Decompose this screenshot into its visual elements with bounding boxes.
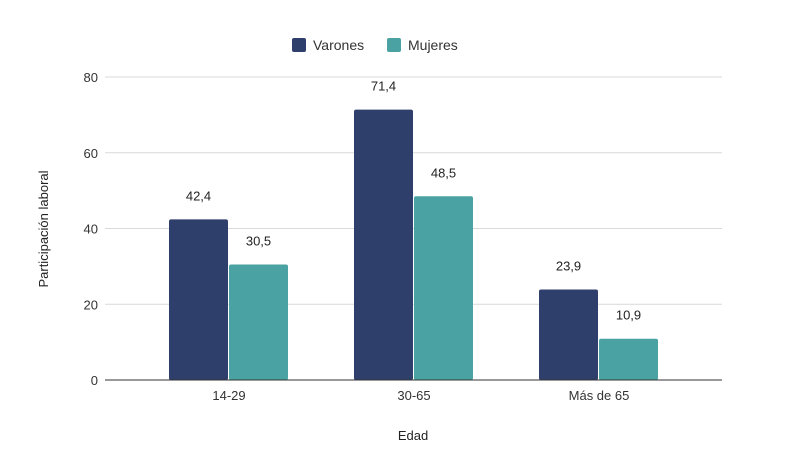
data-label: 48,5 (431, 165, 456, 180)
y-tick-label: 80 (84, 70, 98, 85)
y-tick-label: 0 (91, 373, 98, 388)
y-axis-title: Participación laboral (36, 170, 51, 287)
x-tick-label: Más de 65 (569, 388, 630, 403)
data-label: 10,9 (616, 308, 641, 323)
bar-varones-3 (539, 289, 598, 380)
data-label: 23,9 (556, 258, 581, 273)
bar-varones-2 (354, 109, 413, 380)
x-tick-label: 14-29 (212, 388, 245, 403)
data-label: 71,4 (371, 79, 396, 94)
y-axis-ticks: 0 20 40 60 80 (84, 70, 98, 388)
bar-varones-1 (169, 219, 228, 380)
legend-swatch-varones (292, 38, 306, 52)
legend-label-mujeres: Mujeres (408, 37, 458, 53)
y-tick-label: 20 (84, 297, 98, 312)
bar-mujeres-1 (229, 264, 288, 380)
y-tick-label: 60 (84, 146, 98, 161)
bars (169, 109, 658, 380)
bar-mujeres-2 (414, 196, 473, 380)
x-tick-label: 30-65 (397, 388, 430, 403)
bar-mujeres-3 (599, 338, 658, 380)
x-axis-ticks: 14-29 30-65 Más de 65 (212, 388, 629, 403)
legend-label-varones: Varones (313, 37, 364, 53)
data-label: 30,5 (246, 233, 271, 248)
legend-swatch-mujeres (387, 38, 401, 52)
x-axis-title: Edad (398, 428, 428, 443)
data-label: 42,4 (186, 188, 211, 203)
legend: Varones Mujeres (292, 37, 458, 53)
data-labels: 42,4 30,5 71,4 48,5 23,9 10,9 (186, 79, 641, 323)
y-tick-label: 40 (84, 222, 98, 237)
